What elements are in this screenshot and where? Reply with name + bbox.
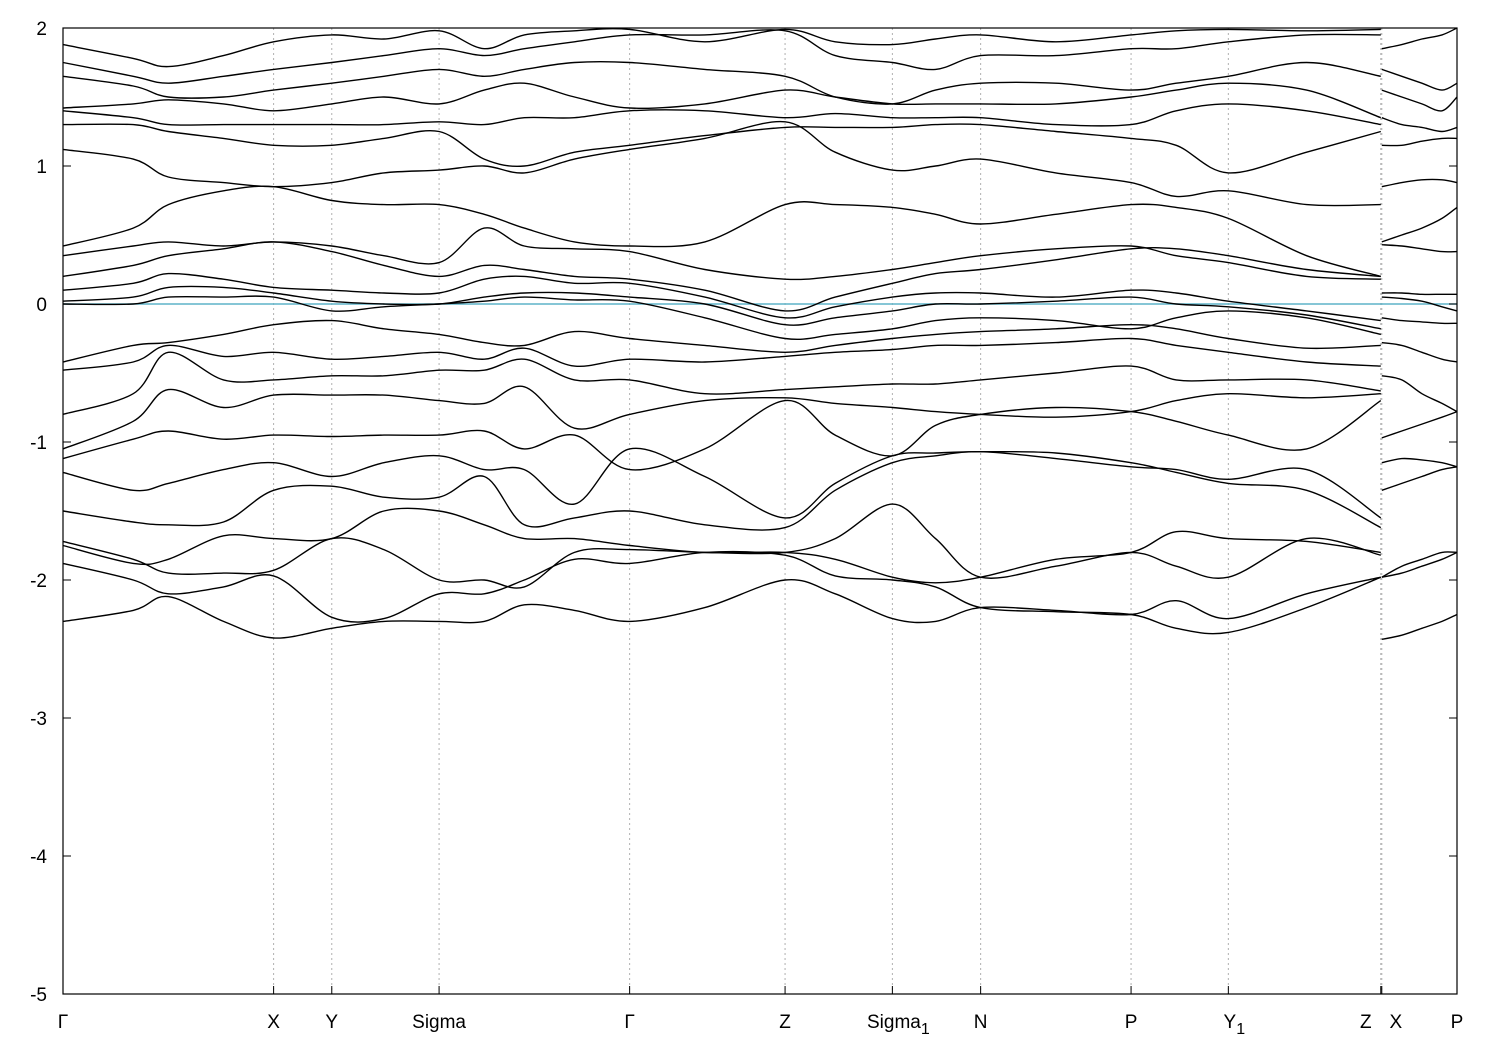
band-line-seg0-5 bbox=[62, 447, 1382, 529]
band-line-seg1-5 bbox=[1381, 410, 1458, 439]
x-tick-subscript-9: 1 bbox=[1236, 1021, 1245, 1038]
x-tick-label-2: Y bbox=[325, 1012, 338, 1033]
x-tick-label-3: Sigma bbox=[412, 1012, 466, 1033]
band-line-seg0-7 bbox=[62, 385, 1381, 450]
y-tick-label-5: -3 bbox=[30, 709, 47, 730]
band-line-seg0-0 bbox=[62, 576, 1381, 639]
band-line-seg1-1 bbox=[1381, 551, 1458, 578]
x-tick-label-5: Z bbox=[779, 1012, 791, 1033]
y-tick-label-2: 0 bbox=[36, 295, 47, 316]
band-line-seg0-12 bbox=[62, 285, 1381, 330]
band-line-seg0-18 bbox=[62, 123, 1381, 174]
y-tick-label-4: -2 bbox=[30, 571, 47, 592]
x-tick-label-8: P bbox=[1125, 1012, 1138, 1033]
y-axis-ticks: 2 1 0 -1 -2 -3 -4 -5 bbox=[30, 19, 1457, 1006]
band-line-seg1-2 bbox=[1381, 551, 1458, 578]
band-line-seg0-6 bbox=[62, 399, 1382, 471]
y-tick-label-6: -4 bbox=[30, 847, 47, 868]
x-tick-label-0: Γ bbox=[58, 1012, 68, 1033]
band-line-seg1-8 bbox=[1381, 317, 1458, 325]
band-line-seg0-19 bbox=[62, 103, 1381, 127]
x-tick-label-12: P bbox=[1451, 1012, 1464, 1033]
y-tick-label-3: -1 bbox=[30, 433, 47, 454]
band-line-seg0-13 bbox=[62, 272, 1381, 322]
band-line-seg1-11 bbox=[1381, 244, 1458, 253]
band-line-seg0-10 bbox=[62, 319, 1381, 363]
x-tick-label-4: Γ bbox=[624, 1012, 634, 1033]
band-line-seg0-11 bbox=[62, 295, 1381, 340]
band-line-seg1-14 bbox=[1381, 137, 1458, 147]
band-line-seg1-15 bbox=[1381, 117, 1458, 133]
band-line-seg1-16 bbox=[1381, 89, 1458, 112]
band-lines bbox=[62, 27, 1458, 640]
band-line-seg1-3 bbox=[1381, 466, 1458, 491]
band-line-seg1-4 bbox=[1381, 457, 1458, 468]
band-line-seg0-21 bbox=[62, 60, 1381, 105]
x-tick-label-1: X bbox=[267, 1012, 280, 1033]
band-line-seg0-17 bbox=[62, 120, 1381, 207]
band-line-seg1-18 bbox=[1381, 27, 1458, 50]
band-line-seg1-6 bbox=[1381, 375, 1458, 413]
x-tick-label-11: X bbox=[1389, 1012, 1402, 1033]
y-tick-label-7: -5 bbox=[30, 985, 47, 1006]
band-line-seg1-10 bbox=[1381, 292, 1457, 296]
band-line-seg0-8 bbox=[62, 351, 1381, 416]
band-line-seg1-17 bbox=[1381, 68, 1458, 91]
band-line-seg0-23 bbox=[62, 27, 1381, 68]
band-line-seg0-3 bbox=[62, 507, 1381, 584]
x-tick-label-10: Z bbox=[1360, 1012, 1372, 1033]
x-tick-label-7: N bbox=[974, 1012, 988, 1033]
band-line-seg0-15 bbox=[62, 227, 1381, 281]
band-line-seg0-9 bbox=[62, 337, 1381, 371]
band-line-seg1-9 bbox=[1381, 296, 1458, 312]
band-line-seg0-20 bbox=[62, 82, 1382, 119]
band-line-seg0-1 bbox=[62, 550, 1382, 635]
y-tick-label-0: 2 bbox=[36, 19, 47, 40]
band-line-seg1-12 bbox=[1381, 206, 1458, 243]
band-line-seg1-7 bbox=[1381, 341, 1458, 363]
band-line-seg0-22 bbox=[62, 29, 1381, 84]
band-line-seg1-13 bbox=[1381, 178, 1458, 188]
x-tick-subscript-6: 1 bbox=[921, 1021, 930, 1038]
plot-frame bbox=[62, 27, 1458, 995]
y-tick-label-1: 1 bbox=[36, 157, 47, 178]
band-line-seg0-4 bbox=[62, 450, 1382, 531]
band-line-seg1-0 bbox=[1381, 613, 1458, 640]
